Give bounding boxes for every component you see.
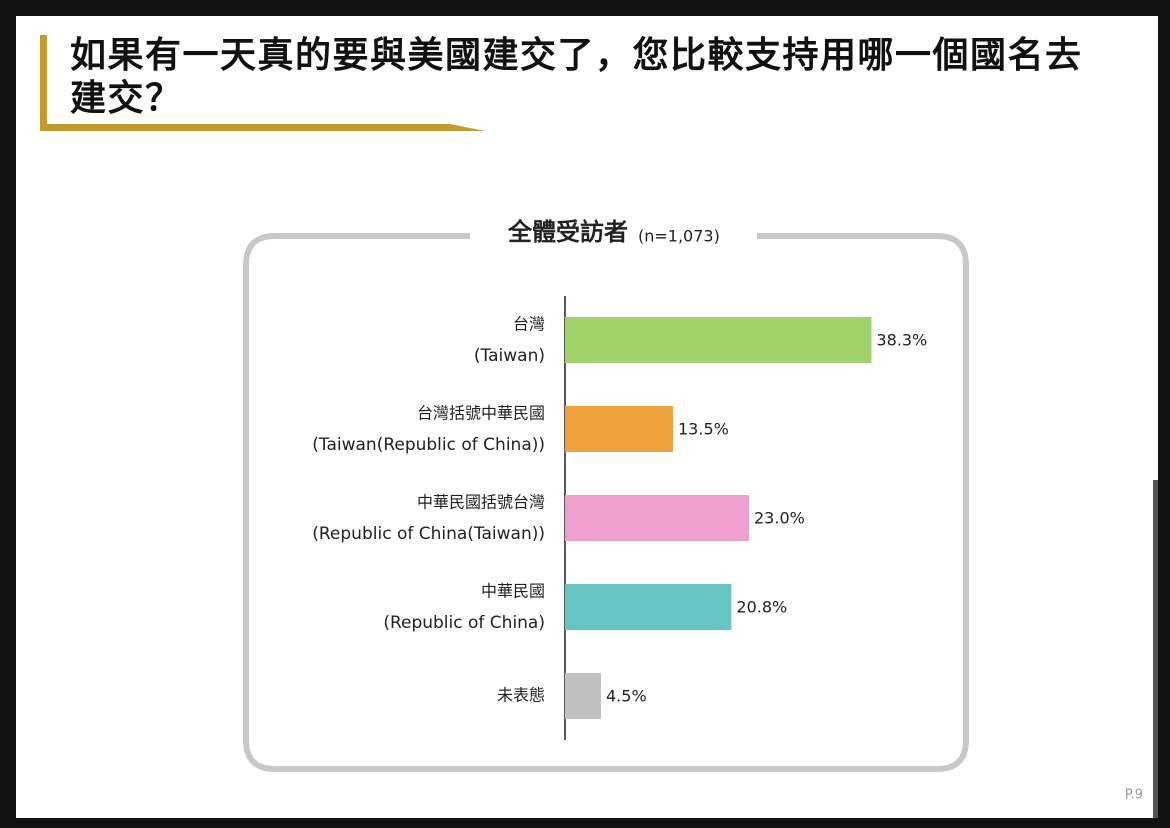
bar	[565, 317, 872, 363]
value-label: 23.0%	[754, 509, 805, 528]
page-title: 如果有一天真的要與美國建交了，您比較支持用哪一個國名去建交？	[70, 35, 1083, 119]
category-label: 未表態	[497, 686, 545, 705]
category-label: 台灣括號中華民國	[417, 404, 545, 423]
value-label: 13.5%	[678, 420, 729, 439]
bar	[565, 406, 673, 452]
value-label: 4.5%	[606, 687, 647, 706]
category-label: 中華民國括號台灣	[417, 493, 545, 512]
category-label: 中華民國	[481, 582, 545, 601]
title-accent	[40, 35, 47, 131]
title-underline	[40, 124, 485, 131]
value-label: 38.3%	[876, 331, 927, 350]
category-label-en: (Republic of China(Taiwan))	[312, 524, 545, 544]
chart-subtitle: (n=1,073)	[638, 227, 720, 246]
category-label-en: (Taiwan(Republic of China))	[312, 435, 545, 455]
bar	[565, 584, 732, 630]
page-number: P.9	[1125, 788, 1143, 803]
chart-frame	[243, 233, 969, 772]
bar	[565, 495, 749, 541]
value-label: 20.8%	[736, 598, 787, 617]
category-label-en: (Taiwan)	[474, 346, 545, 366]
category-label: 台灣	[513, 315, 545, 334]
bar	[565, 673, 601, 719]
chart-title: 全體受訪者	[507, 218, 628, 246]
scrollbar	[1153, 480, 1158, 818]
category-label-en: (Republic of China)	[383, 613, 545, 633]
